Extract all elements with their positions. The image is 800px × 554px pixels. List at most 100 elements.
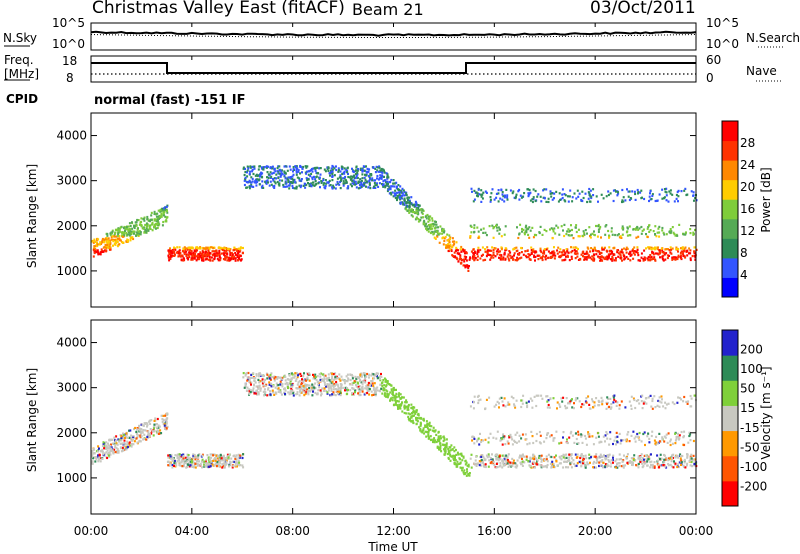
data-cell (411, 204, 414, 207)
data-cell (366, 386, 369, 389)
data-cell (153, 212, 156, 215)
data-cell (169, 253, 171, 256)
data-cell (156, 222, 159, 226)
data-cell (320, 180, 323, 183)
data-cell (668, 230, 671, 233)
data-cell (480, 464, 483, 467)
data-cell (234, 455, 237, 459)
data-cell (562, 453, 565, 456)
data-cell (403, 198, 406, 201)
data-cell (487, 441, 490, 444)
data-cell (570, 255, 573, 258)
data-cell (100, 241, 103, 244)
data-cell (693, 252, 696, 255)
data-cell (636, 251, 639, 254)
data-cell (535, 439, 538, 443)
data-cell (407, 412, 410, 415)
data-cell (551, 198, 554, 201)
data-cell (368, 168, 371, 171)
data-cell (632, 430, 635, 433)
data-cell (538, 454, 541, 458)
data-cell (505, 454, 508, 457)
data-cell (515, 246, 518, 249)
data-cell (332, 184, 335, 187)
data-cell (509, 189, 512, 192)
data-cell (101, 250, 104, 253)
data-cell (199, 254, 202, 258)
data-cell (380, 168, 383, 171)
data-cell (98, 457, 101, 460)
data-cell (185, 250, 188, 253)
data-cell (386, 390, 389, 393)
data-cell (329, 184, 332, 187)
data-cell (425, 435, 428, 438)
data-cell (235, 458, 238, 461)
data-cell (546, 406, 549, 409)
data-cell (102, 442, 105, 445)
data-cell (291, 177, 294, 181)
data-cell (626, 226, 629, 229)
data-cell (284, 177, 287, 180)
data-cell (257, 391, 260, 394)
data-cell (672, 466, 675, 469)
data-cell (563, 253, 566, 256)
data-cell (578, 400, 581, 403)
data-cell (329, 379, 332, 382)
data-cell (329, 372, 332, 375)
data-cell (663, 435, 666, 438)
data-cell (335, 380, 338, 384)
data-cell (682, 254, 685, 258)
data-cell (112, 238, 115, 241)
data-cell (113, 448, 116, 451)
data-cell (224, 255, 227, 258)
data-cell (456, 460, 459, 463)
data-cell (306, 170, 308, 173)
data-cell (597, 230, 600, 233)
data-cell (101, 239, 104, 242)
data-cell (626, 433, 629, 436)
data-cell (495, 196, 498, 199)
data-cell (168, 251, 171, 254)
data-cell (165, 417, 168, 420)
data-cell (689, 394, 692, 398)
data-cell (361, 183, 364, 186)
data-cell (677, 432, 680, 435)
data-cell (670, 252, 673, 255)
data-cell (450, 455, 453, 458)
data-cell (386, 180, 389, 183)
data-cell (295, 387, 298, 390)
data-cell (506, 462, 509, 465)
data-cell (678, 434, 681, 437)
data-cell (657, 227, 660, 230)
data-cell (657, 463, 660, 466)
data-cell (633, 246, 636, 249)
data-cell (555, 430, 558, 433)
data-cell (436, 438, 439, 441)
data-cell (672, 231, 675, 234)
data-cell (458, 462, 461, 465)
data-cell (258, 385, 261, 388)
data-cell (339, 389, 342, 392)
data-cell (142, 217, 145, 220)
data-cell (250, 383, 252, 386)
data-cell (422, 222, 425, 225)
data-cell (588, 193, 591, 196)
data-cell (100, 242, 103, 245)
data-cell (665, 187, 668, 190)
data-cell (194, 247, 197, 250)
data-cell (137, 230, 140, 233)
data-cell (453, 240, 456, 243)
data-cell (625, 256, 628, 259)
data-cell (663, 196, 666, 199)
data-cell (261, 180, 264, 183)
data-cell (295, 393, 298, 396)
data-cell (451, 246, 454, 249)
data-cell (525, 455, 528, 458)
data-cell (126, 446, 129, 449)
data-cell (520, 405, 523, 409)
data-cell (305, 379, 308, 382)
data-cell (449, 248, 452, 251)
data-cell (134, 426, 137, 430)
data-cell (343, 182, 346, 185)
data-cell (654, 442, 657, 445)
